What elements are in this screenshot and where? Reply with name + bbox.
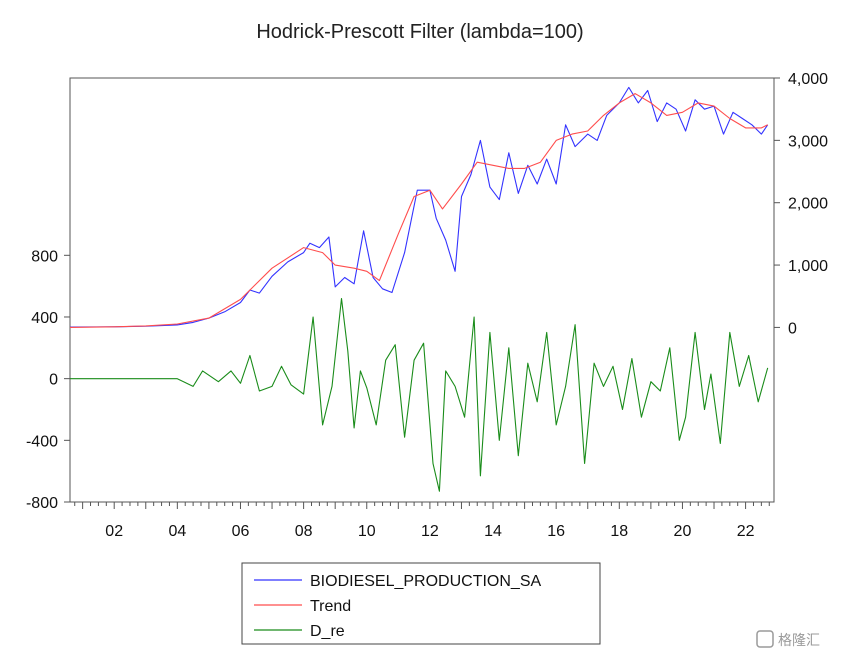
y-left-tick-label: 0: [49, 372, 58, 389]
legend: BIODIESEL_PRODUCTION_SA Trend D_re: [241, 562, 601, 645]
left-y-axis: 800 400 0 -400 -800: [26, 248, 70, 512]
series-lines: [69, 86, 769, 492]
y-left-tick-label: -800: [26, 495, 58, 512]
legend-label-trend: Trend: [310, 598, 351, 615]
legend-label-biodiesel: BIODIESEL_PRODUCTION_SA: [310, 573, 542, 590]
x-tick-label: 18: [610, 523, 628, 540]
y-right-tick-label: 1,000: [788, 258, 828, 275]
chart-title: Hodrick-Prescott Filter (lambda=100): [256, 21, 583, 43]
y-left-tick-label: -400: [26, 433, 58, 450]
series-line-trend: [69, 93, 768, 328]
y-left-tick-label: 800: [31, 248, 58, 265]
x-tick-label: 08: [295, 523, 313, 540]
watermark-text: 格隆汇: [778, 632, 820, 648]
y-right-tick-label: 2,000: [788, 196, 828, 213]
y-right-tick-label: 3,000: [788, 133, 828, 150]
x-tick-label: 20: [674, 523, 692, 540]
y-left-tick-label: 400: [31, 310, 58, 327]
x-tick-label: 04: [168, 523, 186, 540]
x-tick-label: 02: [105, 523, 123, 540]
y-right-tick-label: 0: [788, 320, 797, 337]
series-line-d-re: [70, 297, 769, 492]
watermark: 格隆汇: [756, 630, 820, 648]
x-tick-label: 14: [484, 523, 502, 540]
legend-label-d-re: D_re: [310, 623, 345, 640]
right-y-axis: 4,000 3,000 2,000 1,000 0: [774, 71, 828, 337]
y-right-tick-label: 4,000: [788, 71, 828, 88]
series-line-biodiesel: [69, 86, 769, 328]
x-axis-ticks: 02 04 06 08 10 12 14 16 18 20 22: [74, 502, 770, 540]
x-tick-label: 22: [737, 523, 755, 540]
plot-area-frame: [69, 77, 775, 503]
watermark-logo-icon: [756, 630, 774, 648]
x-tick-label: 06: [232, 523, 250, 540]
x-tick-label: 16: [547, 523, 565, 540]
x-tick-label: 12: [421, 523, 439, 540]
x-tick-label: 10: [358, 523, 376, 540]
